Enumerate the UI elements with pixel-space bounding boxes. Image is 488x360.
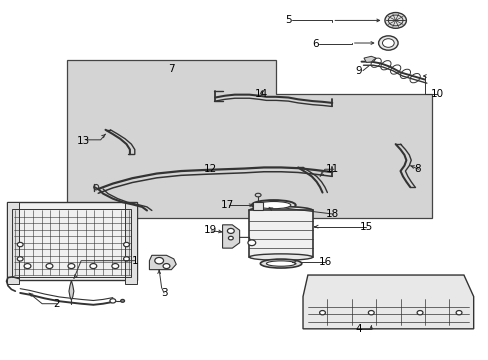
Circle shape — [227, 228, 234, 233]
Circle shape — [110, 299, 116, 303]
Ellipse shape — [251, 200, 295, 210]
Circle shape — [455, 311, 461, 315]
Circle shape — [367, 311, 373, 315]
Text: 12: 12 — [203, 164, 217, 174]
Text: 15: 15 — [359, 222, 372, 231]
Ellipse shape — [256, 202, 290, 209]
Ellipse shape — [382, 39, 393, 47]
Circle shape — [416, 311, 422, 315]
Ellipse shape — [384, 13, 406, 28]
Text: 14: 14 — [254, 89, 267, 99]
Circle shape — [123, 257, 129, 261]
Circle shape — [121, 300, 124, 302]
Polygon shape — [303, 275, 473, 329]
Polygon shape — [125, 202, 137, 284]
Text: 2: 2 — [53, 299, 60, 309]
Ellipse shape — [378, 36, 397, 50]
Circle shape — [90, 264, 97, 269]
Bar — [249, 211, 312, 257]
Circle shape — [17, 257, 23, 261]
Polygon shape — [66, 60, 431, 218]
Text: 11: 11 — [325, 164, 338, 174]
Polygon shape — [6, 202, 137, 280]
Text: 6: 6 — [311, 39, 318, 49]
Ellipse shape — [249, 254, 312, 260]
Circle shape — [123, 242, 129, 247]
Polygon shape — [363, 56, 375, 62]
Text: 7: 7 — [168, 64, 174, 74]
Text: 1: 1 — [131, 256, 138, 266]
Text: 10: 10 — [429, 89, 443, 99]
Text: 16: 16 — [318, 257, 331, 267]
Circle shape — [46, 264, 53, 269]
Text: 9: 9 — [355, 66, 362, 76]
Bar — [12, 209, 131, 277]
Polygon shape — [149, 255, 176, 270]
Text: 13: 13 — [77, 136, 90, 145]
Ellipse shape — [249, 207, 312, 215]
Circle shape — [24, 264, 31, 269]
Ellipse shape — [260, 259, 301, 268]
Ellipse shape — [255, 193, 261, 197]
Text: 8: 8 — [413, 164, 420, 174]
Text: 3: 3 — [161, 288, 167, 298]
Ellipse shape — [266, 261, 295, 266]
Bar — [253, 202, 263, 211]
Circle shape — [163, 264, 169, 269]
Text: 18: 18 — [325, 209, 338, 219]
Polygon shape — [6, 202, 19, 284]
Polygon shape — [222, 225, 239, 248]
Polygon shape — [69, 280, 74, 300]
Circle shape — [319, 311, 325, 315]
Text: 4: 4 — [355, 324, 362, 334]
Circle shape — [228, 236, 233, 240]
Text: 17: 17 — [221, 200, 234, 210]
Circle shape — [68, 264, 75, 269]
Circle shape — [17, 242, 23, 247]
Circle shape — [155, 257, 163, 264]
Text: 19: 19 — [203, 225, 217, 235]
Circle shape — [112, 264, 119, 269]
Text: 5: 5 — [285, 15, 291, 26]
Circle shape — [247, 240, 255, 246]
